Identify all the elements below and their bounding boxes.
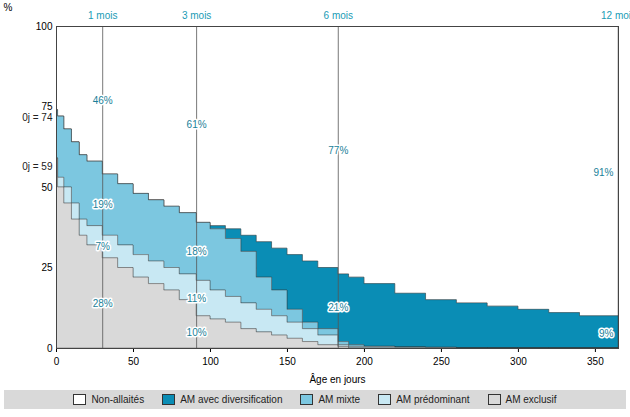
svg-text:19%: 19% xyxy=(93,199,113,210)
svg-text:0j = 74: 0j = 74 xyxy=(22,112,53,123)
svg-text:1 mois: 1 mois xyxy=(88,10,117,21)
svg-text:250: 250 xyxy=(433,356,450,367)
svg-text:100: 100 xyxy=(36,21,53,32)
svg-text:50: 50 xyxy=(41,182,53,193)
svg-text:18%: 18% xyxy=(187,246,207,257)
svg-text:12 mois: 12 mois xyxy=(601,10,630,21)
svg-text:11%: 11% xyxy=(187,293,206,304)
svg-text:%: % xyxy=(4,2,13,13)
svg-text:61%: 61% xyxy=(187,119,207,130)
svg-text:100: 100 xyxy=(202,356,219,367)
svg-text:150: 150 xyxy=(279,356,296,367)
html-text:AM mixte: AM mixte xyxy=(318,394,361,405)
svg-text:3 mois: 3 mois xyxy=(182,10,211,21)
svg-text:0: 0 xyxy=(47,343,53,354)
svg-text:28%: 28% xyxy=(93,298,113,309)
svg-text:0j = 59: 0j = 59 xyxy=(22,161,53,172)
svg-text:300: 300 xyxy=(510,356,527,367)
svg-text:6 mois: 6 mois xyxy=(324,10,353,21)
svg-text:50: 50 xyxy=(128,356,140,367)
html-text:AM prédominant: AM prédominant xyxy=(396,394,470,405)
svg-text:21%: 21% xyxy=(328,302,348,313)
svg-text:25: 25 xyxy=(41,262,53,273)
svg-text:77%: 77% xyxy=(328,145,348,156)
svg-text:0: 0 xyxy=(54,356,60,367)
svg-text:9%: 9% xyxy=(599,328,614,339)
svg-text:200: 200 xyxy=(356,356,373,367)
html-text:Non-allaités: Non-allaités xyxy=(91,394,145,405)
svg-text:350: 350 xyxy=(587,356,604,367)
html-text:AM exclusif: AM exclusif xyxy=(505,394,557,405)
svg-text:Âge en jours: Âge en jours xyxy=(309,373,365,385)
html-text:AM avec diversification: AM avec diversification xyxy=(180,394,283,405)
svg-text:10%: 10% xyxy=(187,327,207,338)
svg-text:75: 75 xyxy=(41,101,53,112)
svg-text:91%: 91% xyxy=(593,167,613,178)
svg-text:46%: 46% xyxy=(93,95,113,106)
svg-text:7%: 7% xyxy=(95,241,110,252)
